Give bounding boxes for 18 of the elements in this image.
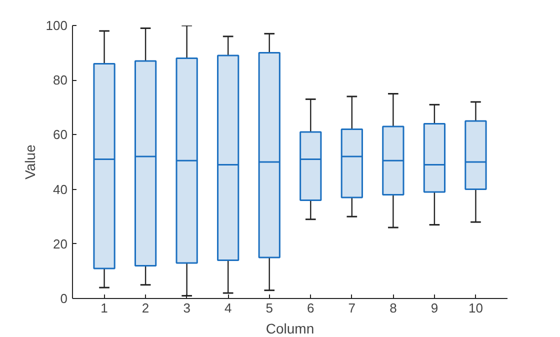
- x-tick-label: 8: [390, 300, 397, 316]
- y-tick-label: 80: [53, 72, 68, 88]
- x-tick-label: 9: [430, 300, 438, 316]
- y-tick-label: 40: [53, 182, 68, 197]
- y-tick-label: 100: [46, 18, 68, 33]
- y-tick-label: 0: [60, 291, 68, 306]
- y-tick-label: 60: [53, 127, 68, 142]
- x-tick-label: 2: [142, 300, 150, 316]
- y-axis-title: Value: [22, 144, 38, 180]
- x-tick-label: 6: [307, 300, 314, 316]
- x-tick-label: 5: [266, 300, 273, 316]
- x-tick-label: 1: [100, 300, 108, 316]
- x-tick-label: 10: [468, 300, 483, 316]
- x-tick-label: 3: [183, 300, 190, 316]
- x-tick-label: 4: [224, 300, 232, 316]
- y-tick-label: 20: [53, 236, 68, 252]
- x-tick-label: 7: [348, 300, 356, 316]
- x-axis-title: Column: [266, 320, 314, 336]
